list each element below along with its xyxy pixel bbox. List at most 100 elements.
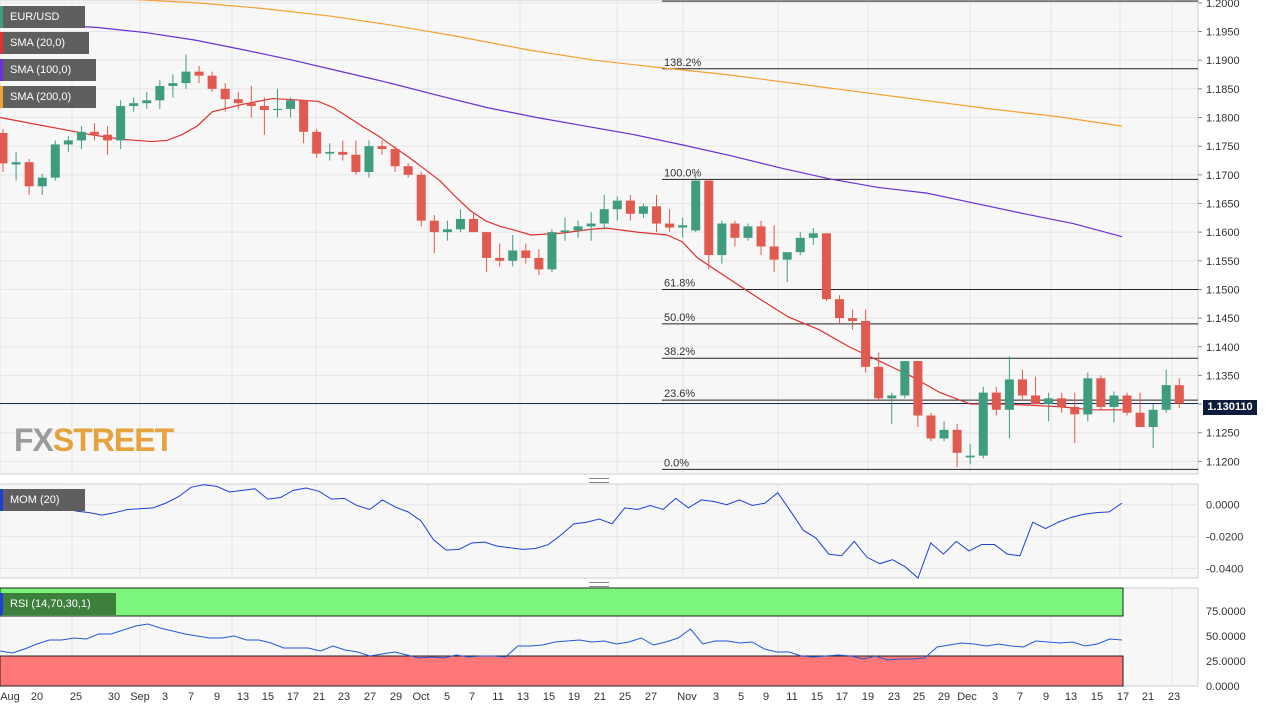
candle-body [89,131,99,135]
price-tick-label: 1.1900 [1206,55,1240,67]
price-tick-label: 1.1600 [1206,227,1240,239]
x-tick-label: 15 [543,691,555,703]
x-tick-label: Aug [0,691,20,703]
fib-label: 100.0% [664,167,702,179]
x-tick-label: 21 [1142,691,1154,703]
panel-bg-1 [0,483,1199,579]
fib-label: 138.2% [664,57,702,69]
candle-body [1057,398,1067,407]
symbol-badge[interactable]: EUR/USD [0,6,85,28]
candle-body [76,131,86,141]
x-tick-label: 17 [836,691,848,703]
pane-resize-handle-1[interactable] [589,478,609,483]
candle-body [1070,406,1080,415]
x-tick-label: 29 [938,691,950,703]
rsi-oversold-zone [0,655,1124,687]
x-tick-label: 3 [992,691,998,703]
mom-line [0,484,1123,579]
rsi-tick-label: 0.0000 [1206,681,1240,693]
candle-body [142,100,152,104]
candle-body [442,229,452,233]
candle-body [63,140,73,145]
candle-body [808,233,818,238]
candle-body [299,100,309,132]
rsi-tick-label: 50.0000 [1206,631,1246,643]
candle-body [547,232,557,270]
mom-tick-label: -0.0400 [1206,563,1243,575]
fxstreet-logo: FXSTREET [14,422,174,459]
candle-body [259,106,269,111]
sma100-line [0,22,1123,238]
candle-body [220,88,230,100]
x-tick-label: 15 [811,691,823,703]
sma20-label: SMA (20,0) [10,37,66,49]
x-tick-label: 15 [1091,691,1103,703]
candle-body [455,218,465,230]
sma100-badge[interactable]: SMA (100,0) [0,59,96,81]
x-tick-label: 17 [1117,691,1129,703]
candle-body [848,318,858,321]
price-tick-label: 1.1800 [1206,112,1240,124]
candle-body [377,146,387,150]
candle-body [704,180,714,256]
pane-resize-handle-2[interactable] [589,582,609,587]
price-tick-label: 1.1250 [1206,428,1240,440]
candle-body [390,149,400,167]
candle-body [11,162,21,165]
x-tick-label: 21 [594,691,606,703]
symbol-label: EUR/USD [10,11,60,23]
x-tick-label: 9 [1043,691,1049,703]
x-tick-label: 15 [262,691,274,703]
candle-body [612,200,622,210]
fib-label: 50.0% [664,312,695,324]
sma200-badge[interactable]: SMA (200,0) [0,86,96,108]
sma20-badge[interactable]: SMA (20,0) [0,32,89,54]
candle-body [1044,398,1054,405]
price-tick-label: 1.1850 [1206,84,1240,96]
candle-body [207,75,217,89]
candle-body [730,223,740,238]
x-tick-label: 13 [517,691,529,703]
candle-body [194,71,204,76]
price-tick-label: 1.1500 [1206,284,1240,296]
rsi-badge[interactable]: RSI (14,70,30,1) [0,593,116,615]
price-tick-label: 1.1750 [1206,141,1240,153]
candle-body [965,455,975,458]
fib-label: 61.8% [664,277,695,289]
candle-body [155,85,165,101]
candle-body [495,257,505,261]
candle-body [625,200,635,214]
candle-body [573,226,583,231]
price-tick-label: 1.1350 [1206,370,1240,382]
candle-body [1004,379,1014,410]
panel-bg-0 [0,0,1199,475]
x-tick-label: 21 [313,691,325,703]
x-tick-label: 7 [188,691,194,703]
x-tick-label: Nov [677,691,697,703]
candle-body [939,429,949,439]
candle-body [233,99,243,104]
last-price-tag: 1.130110 [1203,400,1257,415]
candle-body [795,237,805,253]
candle-body [338,151,348,155]
x-tick-label: 19 [568,691,580,703]
rsi-overbought-zone [0,587,1124,617]
sma20-line [0,97,1122,411]
price-tick-label: 1.1650 [1206,198,1240,210]
candle-body [129,103,139,107]
logo-street: STREET [52,422,174,458]
mom-label: MOM (20) [10,494,60,506]
x-tick-label: 27 [645,691,657,703]
candle-body [24,162,34,187]
candle-body [1148,409,1158,428]
x-tick-label: 25 [70,691,82,703]
candle-body [272,108,282,111]
sma100-label: SMA (100,0) [10,64,72,76]
candle-body [168,83,178,86]
mom-badge[interactable]: MOM (20) [0,489,85,511]
x-tick-label: Sep [130,691,150,703]
x-tick-label: 7 [1017,691,1023,703]
candle-body [743,226,753,238]
candle-body [0,132,8,164]
